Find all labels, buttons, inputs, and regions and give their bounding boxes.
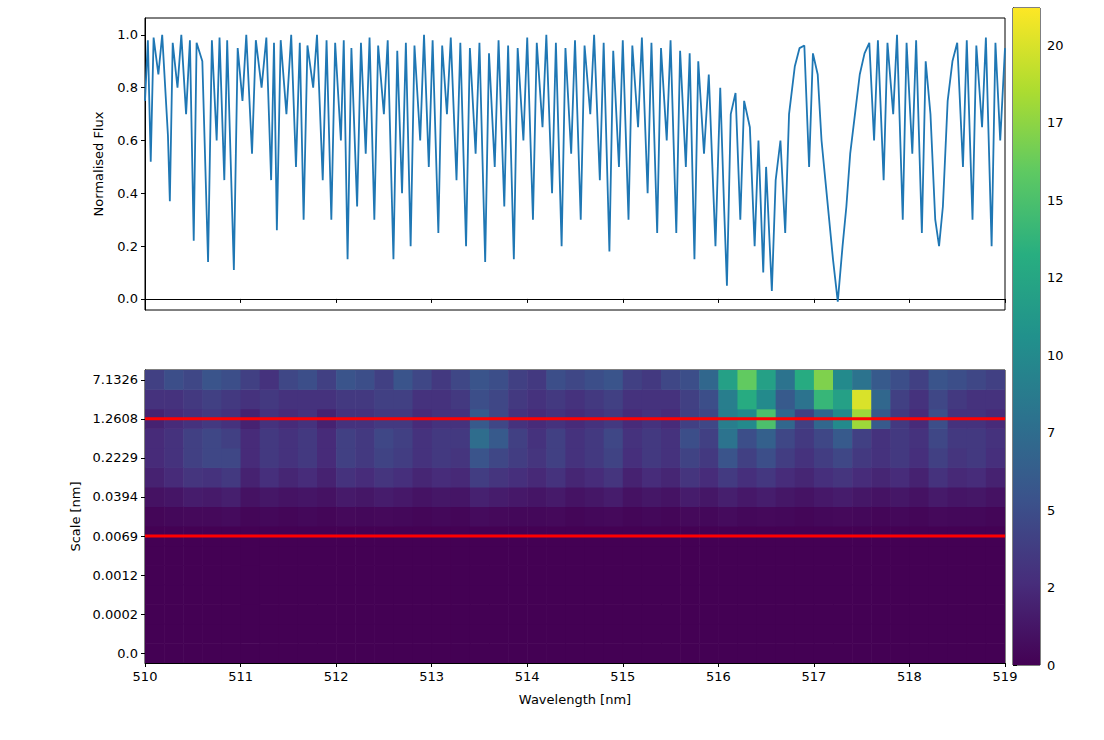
svg-text:0.0394: 0.0394 <box>93 489 139 504</box>
svg-text:Normalised Flux: Normalised Flux <box>91 111 106 216</box>
svg-text:0.2: 0.2 <box>117 239 138 254</box>
svg-text:15: 15 <box>1047 193 1064 208</box>
svg-text:0.0069: 0.0069 <box>93 529 139 544</box>
svg-text:7: 7 <box>1047 425 1055 440</box>
svg-text:12: 12 <box>1047 270 1064 285</box>
svg-text:514: 514 <box>515 669 540 684</box>
svg-text:20: 20 <box>1047 38 1064 53</box>
svg-text:0.4: 0.4 <box>117 186 138 201</box>
svg-text:0.0: 0.0 <box>117 291 138 306</box>
svg-text:1.2608: 1.2608 <box>93 411 139 426</box>
svg-text:511: 511 <box>228 669 253 684</box>
svg-text:0.8: 0.8 <box>117 80 138 95</box>
svg-text:10: 10 <box>1047 348 1064 363</box>
svg-text:2: 2 <box>1047 580 1055 595</box>
svg-text:510: 510 <box>133 669 158 684</box>
svg-text:519: 519 <box>993 669 1018 684</box>
svg-text:Scale [nm]: Scale [nm] <box>68 481 83 551</box>
svg-text:0.0: 0.0 <box>117 646 138 661</box>
svg-text:515: 515 <box>610 669 635 684</box>
svg-text:7.1326: 7.1326 <box>93 372 139 387</box>
svg-text:513: 513 <box>419 669 444 684</box>
svg-text:517: 517 <box>801 669 826 684</box>
svg-text:0.0002: 0.0002 <box>93 607 139 622</box>
svg-text:Wavelength [nm]: Wavelength [nm] <box>519 692 631 707</box>
svg-text:512: 512 <box>324 669 349 684</box>
svg-text:0.6: 0.6 <box>117 133 138 148</box>
svg-text:516: 516 <box>706 669 731 684</box>
svg-text:518: 518 <box>897 669 922 684</box>
svg-text:0: 0 <box>1047 658 1055 673</box>
svg-text:0.0012: 0.0012 <box>93 568 139 583</box>
svg-text:1.0: 1.0 <box>117 27 138 42</box>
svg-text:17: 17 <box>1047 115 1064 130</box>
svg-text:0.2229: 0.2229 <box>93 450 139 465</box>
svg-text:5: 5 <box>1047 503 1055 518</box>
